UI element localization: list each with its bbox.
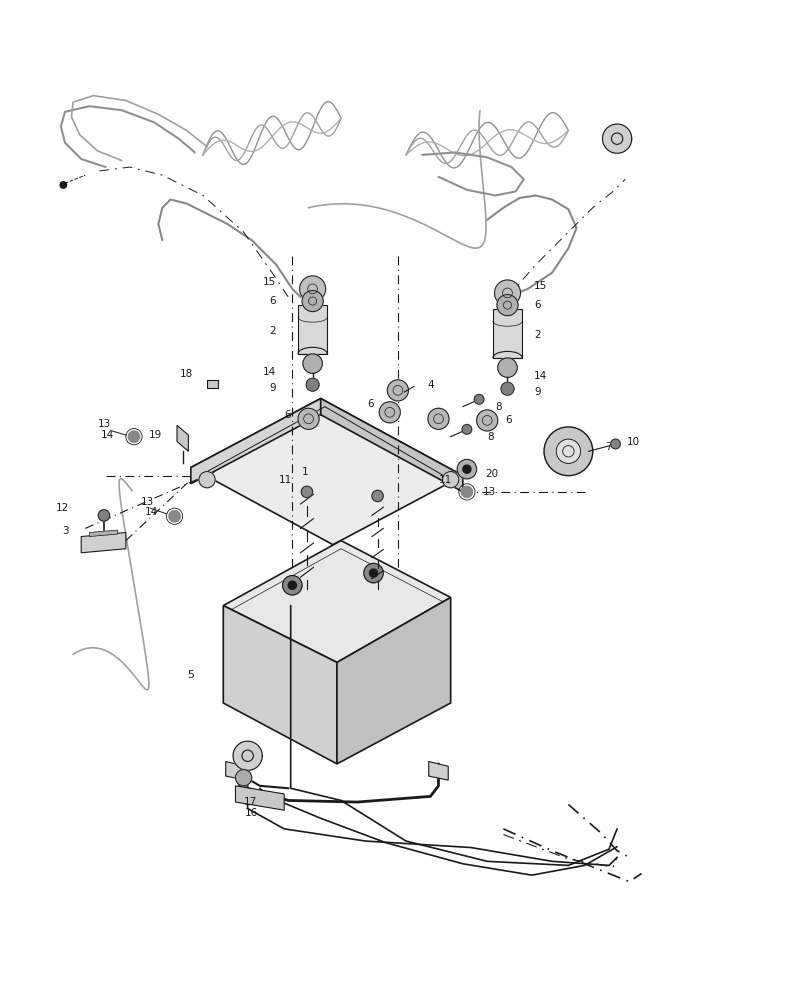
Polygon shape	[602, 124, 631, 153]
Circle shape	[301, 486, 312, 498]
Text: 20: 20	[485, 469, 498, 479]
Text: 7: 7	[604, 442, 611, 452]
Polygon shape	[191, 398, 320, 484]
Text: 6: 6	[534, 300, 540, 310]
Circle shape	[302, 291, 323, 312]
Bar	[298, 305, 327, 354]
Polygon shape	[89, 530, 118, 537]
Circle shape	[298, 408, 319, 429]
Text: 14: 14	[534, 371, 547, 381]
Text: 5: 5	[187, 670, 194, 680]
Polygon shape	[223, 541, 450, 662]
Circle shape	[387, 380, 408, 401]
Text: 11: 11	[438, 475, 451, 485]
Circle shape	[363, 563, 383, 583]
Polygon shape	[225, 761, 245, 780]
Text: 2: 2	[269, 326, 276, 336]
Circle shape	[369, 569, 377, 577]
Text: 9: 9	[534, 387, 540, 397]
Circle shape	[299, 276, 325, 302]
Polygon shape	[223, 606, 337, 764]
Polygon shape	[337, 597, 450, 764]
Text: 16: 16	[245, 808, 258, 818]
Circle shape	[303, 354, 322, 373]
Circle shape	[494, 280, 520, 306]
Text: 8: 8	[487, 432, 493, 442]
Text: 10: 10	[626, 437, 639, 447]
Text: 14: 14	[263, 367, 276, 377]
Circle shape	[169, 511, 180, 522]
Circle shape	[543, 427, 592, 476]
Circle shape	[442, 472, 458, 488]
Circle shape	[427, 408, 448, 429]
Circle shape	[500, 382, 513, 395]
Text: 6: 6	[504, 415, 511, 425]
Circle shape	[474, 394, 483, 404]
Circle shape	[98, 510, 109, 521]
Text: 1: 1	[302, 467, 308, 477]
Polygon shape	[235, 786, 284, 810]
Text: 6: 6	[284, 410, 290, 420]
Text: 13: 13	[483, 487, 496, 497]
Text: 17: 17	[243, 797, 256, 807]
Circle shape	[199, 472, 215, 488]
Text: 19: 19	[149, 430, 162, 440]
Polygon shape	[428, 761, 448, 780]
Circle shape	[306, 378, 319, 391]
Bar	[492, 309, 521, 358]
Text: 13: 13	[98, 419, 111, 429]
Polygon shape	[81, 532, 126, 553]
Text: 3: 3	[62, 526, 69, 536]
Text: 13: 13	[141, 497, 154, 507]
Polygon shape	[191, 398, 462, 545]
Text: 2: 2	[534, 330, 540, 340]
Text: 12: 12	[56, 503, 69, 513]
Circle shape	[457, 459, 476, 479]
Text: 18: 18	[180, 369, 193, 379]
Text: 14: 14	[145, 507, 158, 517]
Text: 15: 15	[263, 277, 276, 287]
Circle shape	[282, 576, 302, 595]
Polygon shape	[233, 741, 262, 770]
Text: 11: 11	[279, 475, 292, 485]
Polygon shape	[177, 425, 188, 451]
Text: 15: 15	[534, 281, 547, 291]
Text: 6: 6	[269, 296, 276, 306]
Circle shape	[371, 490, 383, 502]
Circle shape	[496, 295, 517, 316]
Text: 6: 6	[367, 399, 373, 409]
Circle shape	[462, 465, 470, 473]
Circle shape	[461, 424, 471, 434]
Text: 14: 14	[101, 430, 114, 440]
Circle shape	[128, 431, 139, 442]
Circle shape	[497, 358, 517, 377]
Text: 9: 9	[269, 383, 276, 393]
Circle shape	[235, 770, 251, 786]
Circle shape	[476, 410, 497, 431]
Circle shape	[379, 402, 400, 423]
Circle shape	[60, 182, 67, 188]
Text: 4: 4	[427, 380, 433, 390]
Circle shape	[288, 581, 296, 589]
Polygon shape	[320, 398, 462, 492]
Text: 8: 8	[495, 402, 501, 412]
Circle shape	[461, 486, 472, 498]
Polygon shape	[207, 380, 217, 388]
Circle shape	[556, 439, 580, 463]
Circle shape	[610, 439, 620, 449]
